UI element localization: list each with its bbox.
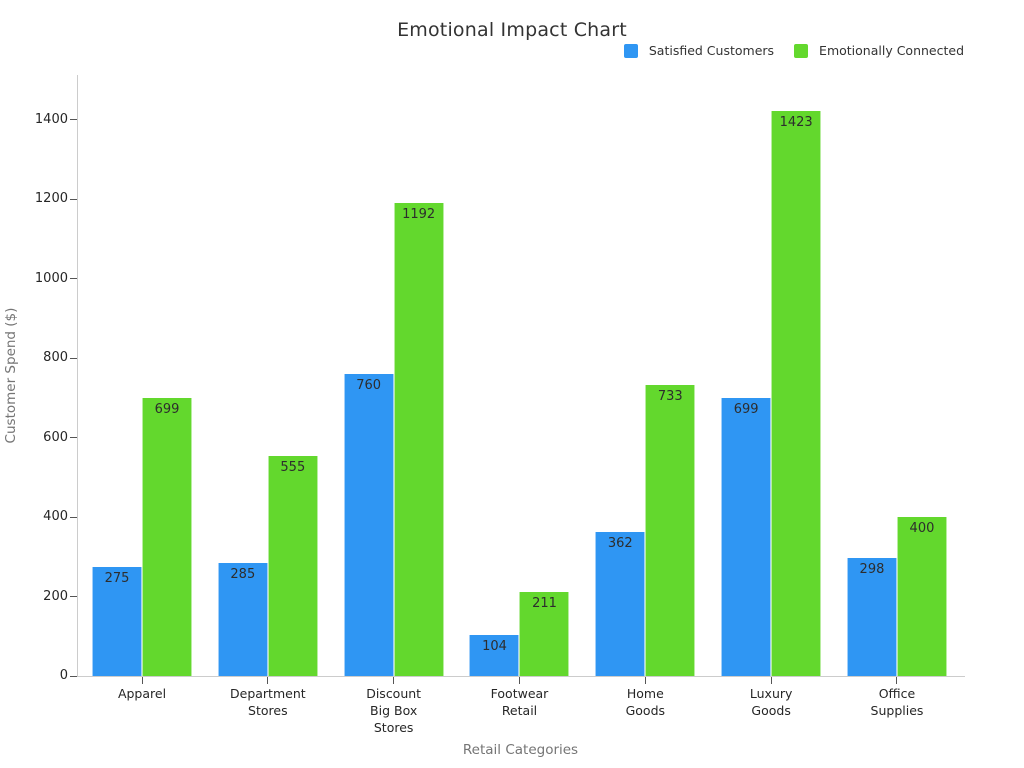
legend-item-satisfied-customers: Satisfied Customers — [623, 43, 775, 58]
x-tick-label-line: Goods — [751, 703, 791, 718]
bar-emotionally-connected — [771, 110, 822, 676]
bar-value-label: 1192 — [402, 206, 436, 222]
bar-value-label: 285 — [230, 566, 256, 582]
bar-emotionally-connected — [645, 384, 696, 676]
y-tick-label: 1000 — [34, 270, 68, 286]
y-tick-label: 600 — [43, 429, 68, 445]
x-tick-label: Apparel — [77, 685, 207, 702]
x-tick — [141, 677, 143, 684]
bar-value-label: 362 — [607, 536, 633, 552]
bar-value-label: 699 — [154, 402, 180, 418]
x-tick-label-line: Discount — [366, 686, 422, 701]
bar-emotionally-connected — [393, 202, 444, 676]
y-tick-label: 1400 — [34, 111, 68, 127]
legend-label: Satisfied Customers — [648, 43, 775, 58]
bar-satisfied-customers — [595, 532, 646, 676]
y-axis-title: Customer Spend ($) — [3, 307, 19, 444]
bar-satisfied-customers — [343, 374, 394, 676]
bar-emotionally-connected — [142, 398, 192, 676]
y-tick — [70, 278, 77, 280]
x-tick-label: Home Goods — [580, 685, 710, 719]
x-tick-label-line: Office — [878, 686, 916, 701]
bar-value-label: 275 — [104, 570, 130, 586]
x-tick-label-line: Home — [626, 686, 664, 701]
y-tick-label: 0 — [59, 668, 68, 683]
y-tick — [70, 119, 77, 121]
x-tick-label-line: Stores — [373, 720, 414, 735]
bar-satisfied-customers — [469, 634, 520, 676]
x-tick-label-line: Apparel — [117, 686, 167, 701]
x-tick — [267, 677, 269, 684]
x-tick — [393, 677, 395, 684]
x-tick-label-line: Goods — [625, 703, 666, 718]
bar-value-label: 298 — [859, 561, 885, 577]
x-tick-label: Office Supplies — [832, 685, 962, 719]
legend-swatch-blue — [623, 43, 638, 58]
x-tick-label-line: Supplies — [870, 703, 924, 718]
x-tick-label-line: Luxury — [749, 686, 793, 701]
y-tick — [70, 675, 77, 677]
x-tick — [896, 677, 898, 684]
x-tick-label: Discount Big Box Stores — [329, 685, 459, 736]
bar-value-label: 104 — [482, 638, 507, 654]
legend-swatch-green — [794, 43, 809, 58]
y-tick — [70, 516, 77, 518]
x-tick-label-line: Big Box — [370, 703, 418, 718]
legend-item-emotionally-connected: Emotionally Connected — [794, 43, 964, 58]
y-tick — [70, 437, 77, 439]
x-tick-label-line: Footwear — [490, 686, 549, 701]
plot-area: 0 200 400 600 800 1000 1200 1400 Apparel 275 699 De… — [35, 75, 965, 735]
legend: Satisfied Customers Emotionally Connecte… — [623, 43, 964, 58]
x-tick — [770, 677, 772, 684]
bar-satisfied-customers — [721, 398, 772, 676]
bar-satisfied-customers — [92, 566, 142, 676]
x-tick-label: Department Stores — [203, 685, 333, 719]
bar-value-label: 211 — [532, 596, 557, 612]
x-tick — [518, 677, 520, 684]
bar-value-label: 699 — [733, 402, 759, 418]
y-tick — [70, 596, 77, 598]
bar-value-label: 733 — [657, 388, 683, 404]
y-tick — [70, 357, 77, 359]
bar-value-label: 400 — [909, 521, 935, 537]
y-tick — [70, 198, 77, 200]
bar-emotionally-connected — [267, 455, 318, 676]
x-tick-label-line: Retail — [501, 703, 538, 718]
x-tick-label-line: Stores — [248, 703, 288, 718]
bar-emotionally-connected — [519, 592, 570, 676]
bar-value-label: 1423 — [779, 114, 813, 130]
bar-satisfied-customers — [846, 557, 897, 676]
x-axis-title: Retail Categories — [462, 742, 579, 758]
x-tick-label: Footwear Retail — [454, 685, 584, 719]
legend-label: Emotionally Connected — [819, 43, 964, 58]
bar-emotionally-connected — [896, 517, 947, 676]
bar-value-label: 555 — [280, 459, 306, 475]
x-tick — [644, 677, 646, 684]
y-tick-label: 1200 — [34, 191, 68, 207]
y-tick-label: 200 — [43, 588, 68, 604]
y-tick-label: 400 — [43, 509, 68, 525]
bar-value-label: 760 — [356, 378, 382, 394]
bar-satisfied-customers — [217, 562, 268, 676]
y-tick-label: 800 — [43, 350, 68, 366]
x-tick-label-line: Department — [230, 686, 306, 701]
x-tick-label: Luxury Goods — [706, 685, 836, 719]
chart-title: Emotional Impact Chart — [397, 19, 627, 41]
